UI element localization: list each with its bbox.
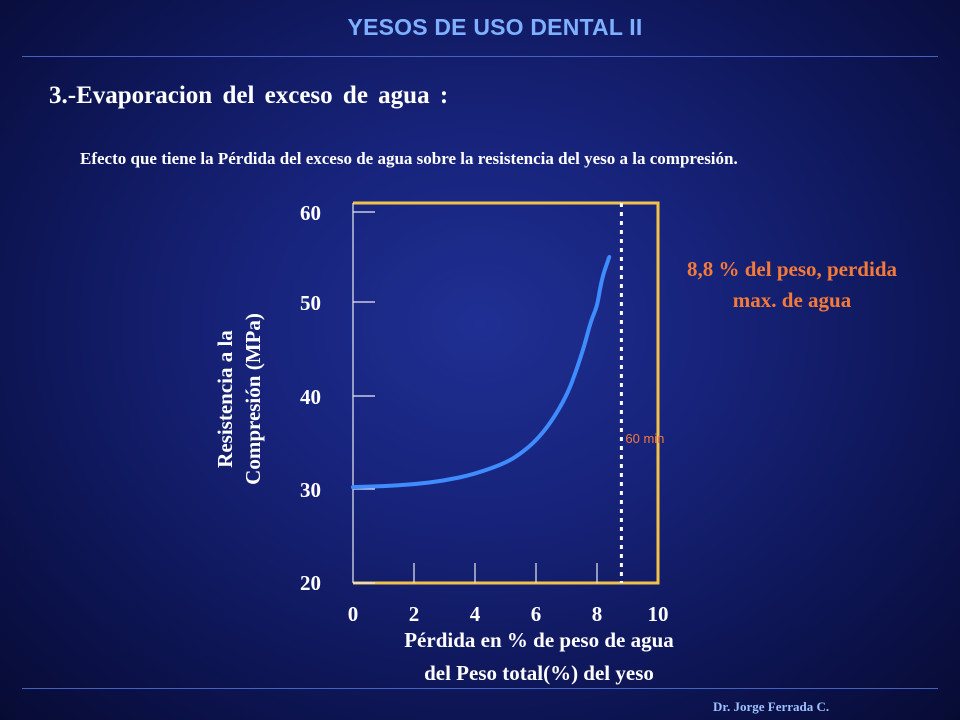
- y-tick-label-30: 30: [300, 478, 321, 502]
- strength-curve: [351, 255, 612, 490]
- header-divider: [22, 56, 938, 57]
- x-tick-label-0: 0: [348, 602, 359, 626]
- x-tick-label-2: 2: [409, 602, 420, 626]
- section-title: 3.-Evaporacion del exceso de agua :: [49, 82, 449, 109]
- y-tick-label-60: 60: [300, 201, 321, 225]
- footer-credit: Dr. Jorge Ferrada C.: [713, 699, 830, 714]
- x-tick-label-10: 10: [648, 602, 669, 626]
- x-axis-label: Pérdida en % de peso de agua del Peso to…: [404, 628, 674, 685]
- y-tick-label-40: 40: [300, 385, 321, 409]
- header-title: YESOS DE USO DENTAL II: [347, 14, 643, 40]
- x-tick-label-4: 4: [470, 602, 481, 626]
- x-tick-label-6: 6: [531, 602, 542, 626]
- footer-divider: [22, 688, 938, 689]
- y-tick-label-50: 50: [300, 291, 321, 315]
- marker-label: 60 min: [625, 431, 664, 446]
- y-tick-label-20: 20: [300, 571, 321, 595]
- y-axis-label: Resistencia a la Compresión (MPa): [213, 313, 265, 485]
- section-description: Efecto que tiene la Pérdida del exceso d…: [80, 149, 738, 168]
- plot-frame: [353, 201, 660, 585]
- max-loss-annotation: 8,8 % del peso, perdida max. de agua: [686, 257, 898, 312]
- x-tick-label-8: 8: [592, 602, 603, 626]
